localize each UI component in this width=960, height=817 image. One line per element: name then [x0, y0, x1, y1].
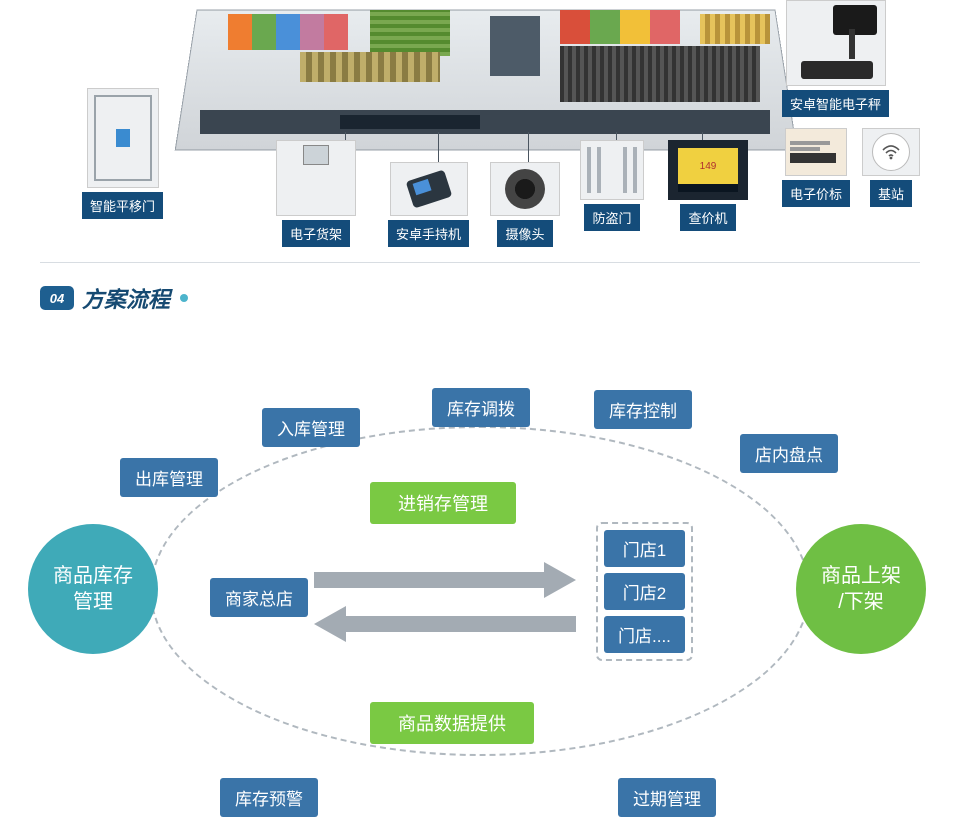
- device-camera: 摄像头: [490, 162, 560, 247]
- pill-alert: 库存预警: [220, 778, 318, 817]
- device-price-tag: 电子价标: [782, 128, 850, 207]
- device-label: 摄像头: [497, 220, 552, 247]
- shelf-products: [228, 14, 348, 50]
- store-item: 门店....: [604, 616, 685, 653]
- lead-line: [528, 132, 529, 166]
- flow-diagram: 商品库存管理 商品上架/下架 出库管理 入库管理 库存调拨 库存控制 店内盘点 …: [0, 330, 960, 806]
- green-top: 进销存管理: [370, 482, 516, 524]
- device-img: [862, 128, 920, 176]
- stores-box: 门店1 门店2 门店....: [596, 522, 693, 661]
- section-number: 04: [40, 286, 74, 310]
- green-bottom: 商品数据提供: [370, 702, 534, 744]
- pill-expire: 过期管理: [618, 778, 716, 817]
- shelf-products: [700, 14, 770, 44]
- divider: [40, 262, 920, 263]
- device-scale: 安卓智能电子秤: [782, 0, 889, 117]
- wifi-icon: [881, 142, 901, 162]
- pill-inbound: 入库管理: [262, 408, 360, 447]
- pill-instore: 店内盘点: [740, 434, 838, 473]
- arrow-right: [314, 562, 576, 598]
- pill-transfer: 库存调拨: [432, 388, 530, 427]
- device-label: 基站: [870, 180, 912, 207]
- store-item: 门店1: [604, 530, 685, 567]
- device-shelf: 电子货架: [276, 140, 356, 247]
- arrow-left: [314, 606, 576, 642]
- section-title: 方案流程: [82, 282, 170, 314]
- store-facade: [200, 110, 770, 134]
- shelf-products: [370, 10, 450, 56]
- device-img: [490, 162, 560, 216]
- device-img: 149: [668, 140, 748, 200]
- device-handheld: 安卓手持机: [388, 162, 469, 247]
- produce-display: [560, 10, 680, 44]
- device-label: 安卓智能电子秤: [782, 90, 889, 117]
- device-label: 电子货架: [282, 220, 350, 247]
- device-img: [390, 162, 468, 216]
- store-diagram: 智能平移门 电子货架 安卓手持机 摄像头: [0, 0, 960, 250]
- section-header: 04 方案流程: [40, 282, 188, 314]
- pill-hq: 商家总店: [210, 578, 308, 617]
- shelf-products: [300, 52, 440, 82]
- device-img: [580, 140, 644, 200]
- shelf-unit: [490, 16, 540, 76]
- device-img: [786, 0, 886, 86]
- device-label: 智能平移门: [82, 192, 163, 219]
- device-price-check: 149 查价机: [668, 140, 748, 231]
- device-img: [87, 88, 159, 188]
- device-label: 安卓手持机: [388, 220, 469, 247]
- device-label: 查价机: [680, 204, 735, 231]
- shelf-products: [560, 46, 760, 102]
- device-base-station: 基站: [862, 128, 920, 207]
- device-img: [276, 140, 356, 216]
- store-signboard: [340, 115, 480, 129]
- device-sliding-door: 智能平移门: [82, 88, 163, 219]
- circle-inventory: 商品库存管理: [28, 524, 158, 654]
- device-img: [785, 128, 847, 176]
- pill-outbound: 出库管理: [120, 458, 218, 497]
- device-label: 防盗门: [584, 204, 639, 231]
- pill-control: 库存控制: [594, 390, 692, 429]
- device-anti-theft: 防盗门: [580, 140, 644, 231]
- section-dot-icon: [180, 294, 188, 302]
- device-label: 电子价标: [782, 180, 850, 207]
- store-item: 门店2: [604, 573, 685, 610]
- circle-shelving: 商品上架/下架: [796, 524, 926, 654]
